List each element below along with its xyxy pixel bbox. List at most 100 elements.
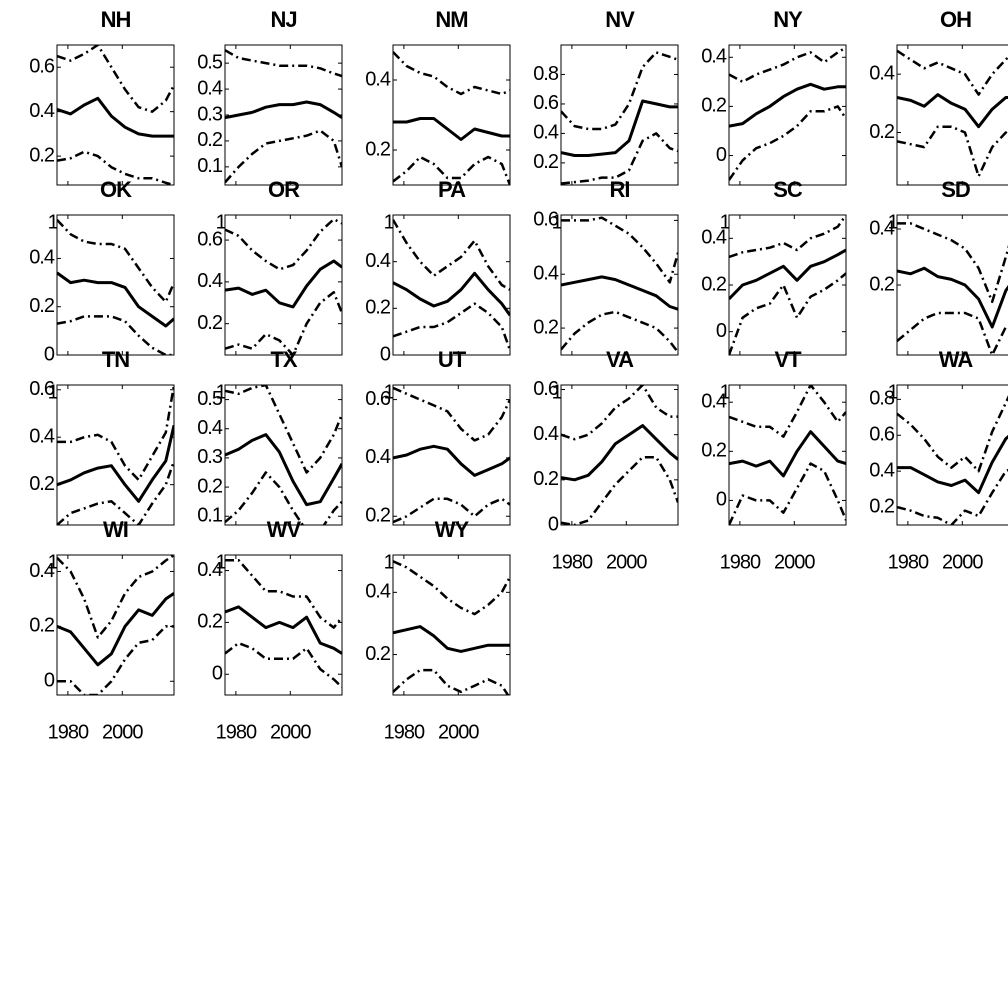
band-line: [561, 310, 678, 354]
plot-area: [56, 44, 175, 186]
band-line: [393, 51, 510, 96]
band-line: [225, 641, 342, 689]
plot-area: [728, 214, 847, 356]
x-tick-label: 2000: [774, 551, 815, 573]
plot-area: [728, 384, 847, 526]
estimate-line: [225, 100, 342, 120]
estimate-line: [897, 93, 1008, 129]
y-tick-label: 0.6: [365, 388, 391, 410]
estimate-line: [561, 99, 678, 157]
y-tick-label: 0.4: [701, 46, 727, 68]
band-line: [57, 45, 174, 113]
estimate-line: [225, 259, 342, 309]
estimate-line: [729, 82, 846, 128]
band-line: [57, 150, 174, 185]
y-tick-label: 0.2: [197, 312, 223, 334]
band-line: [897, 468, 1008, 525]
panel-title: NH: [101, 7, 131, 32]
y-tick-label: 0.2: [533, 151, 559, 173]
y-tick-label: 0.4: [869, 459, 895, 481]
panel: VT 0 0.2 0.4 1980 2000: [701, 347, 847, 573]
estimate-line: [57, 592, 174, 667]
x-tick-label: 1980: [888, 551, 929, 573]
y-tick-label: 0.2: [29, 144, 55, 166]
y-tick-label: 0.4: [365, 68, 391, 90]
band-line: [225, 49, 342, 78]
estimate-line: [897, 266, 1008, 329]
plot-area: [224, 214, 343, 356]
y-tick-label: 0.2: [365, 505, 391, 527]
y-tick-label: 0.5: [197, 51, 223, 73]
band-line: [729, 385, 846, 438]
y-tick-label: 0.4: [197, 417, 223, 439]
x-tick-label: 1980: [552, 551, 593, 573]
band-line: [561, 456, 678, 525]
x-tick-label: 2000: [942, 551, 983, 573]
y-tick-label: 0.6: [533, 378, 559, 400]
y-tick-label: 0.4: [197, 77, 223, 99]
y-tick-label: 0.4: [365, 446, 391, 468]
y-tick-label: 0.8: [869, 388, 895, 410]
estimate-line: [57, 271, 174, 328]
estimate-line: [393, 271, 510, 317]
plot-area: [896, 44, 1008, 186]
y-tick-label: 0.4: [701, 227, 727, 249]
panel-title: SC: [773, 177, 803, 202]
band-line: [897, 49, 1008, 96]
y-tick-label: 0.4: [869, 217, 895, 239]
estimate-line: [561, 275, 678, 311]
panel-title: OR: [268, 177, 300, 202]
y-tick-label: 0.2: [365, 643, 391, 665]
y-tick-label: 0.6: [869, 424, 895, 446]
panel-title: TN: [102, 347, 129, 372]
band-line: [729, 46, 846, 84]
y-tick-label: 0.6: [533, 209, 559, 231]
y-tick-label: 0.4: [533, 423, 559, 445]
panel-title: TX: [270, 347, 297, 372]
band-line: [393, 155, 510, 185]
band-line: [393, 386, 510, 442]
x-tick-label: 1980: [216, 721, 257, 743]
plot-area: [896, 384, 1008, 526]
y-tick-label: 0.2: [29, 615, 55, 637]
band-line: [393, 497, 510, 524]
y-tick-label: 0.2: [869, 121, 895, 143]
band-line: [393, 668, 510, 695]
estimate-line: [897, 434, 1008, 495]
band-line: [561, 51, 678, 131]
y-tick-label: 0.4: [701, 390, 727, 412]
y-tick-label: 0.2: [701, 440, 727, 462]
y-tick-label: 0: [716, 144, 727, 166]
y-tick-label: 0.2: [365, 297, 391, 319]
y-tick-label: 0.4: [365, 581, 391, 603]
x-tick-label: 2000: [438, 721, 479, 743]
panel-title: NY: [773, 7, 803, 32]
estimate-line: [729, 430, 846, 478]
plot-area: [392, 44, 511, 186]
y-tick-label: 0.2: [533, 316, 559, 338]
y-tick-label: 0.2: [197, 611, 223, 633]
band-line: [225, 558, 342, 629]
panel: VA 0 0.2 0.4 0.6 1980 2000: [533, 347, 679, 573]
band-line: [729, 215, 846, 259]
y-tick-label: 0: [44, 670, 55, 692]
band-line: [729, 105, 846, 181]
y-tick-label: 0.2: [365, 138, 391, 160]
band-line: [897, 395, 1008, 473]
band-line: [897, 125, 1008, 178]
plot-area: [392, 214, 511, 356]
panel-title: WY: [435, 517, 470, 542]
y-tick-label: 0.2: [29, 473, 55, 495]
y-tick-label: 0.8: [533, 63, 559, 85]
band-line: [897, 222, 1008, 304]
panel-title: SD: [941, 177, 970, 202]
y-tick-label: 0.2: [869, 273, 895, 295]
band-line: [393, 302, 510, 351]
panel-title: VA: [606, 347, 634, 372]
panel-title: UT: [438, 347, 467, 372]
plot-area: [56, 554, 175, 696]
